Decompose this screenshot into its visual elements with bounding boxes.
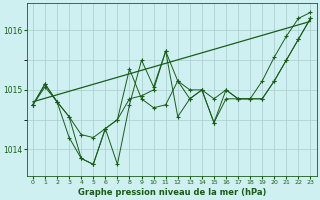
X-axis label: Graphe pression niveau de la mer (hPa): Graphe pression niveau de la mer (hPa)	[77, 188, 266, 197]
